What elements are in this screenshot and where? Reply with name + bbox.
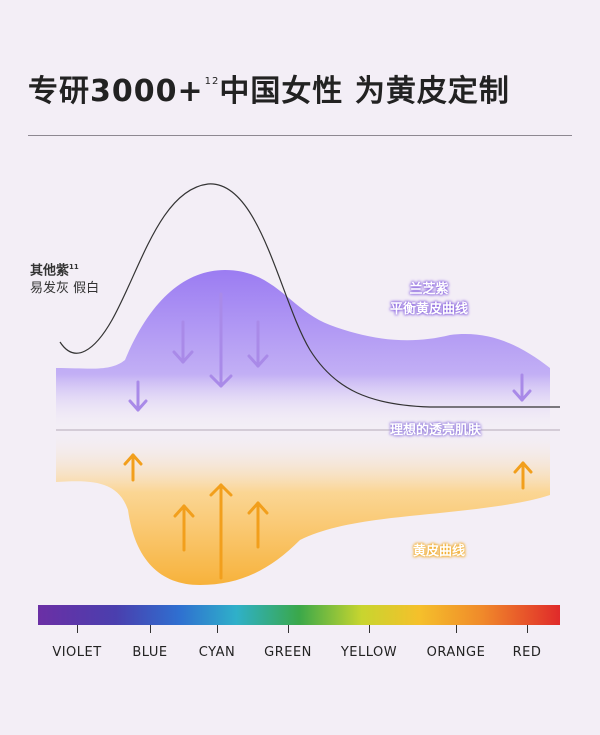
color-spectrum-bar	[38, 605, 560, 625]
spectrum-label-cyan: CYAN	[198, 645, 236, 660]
tick	[369, 625, 370, 633]
spectrum-label-blue: BLUE	[132, 645, 168, 660]
spectrum-label-green: GREEN	[264, 645, 312, 660]
tick	[77, 625, 78, 633]
yellow-skin-curve-area	[56, 430, 550, 585]
spectrum-ticks: VIOLET BLUE CYAN GREEN YELLOW ORANGE RED	[0, 625, 600, 665]
down-arrow-icon	[128, 292, 532, 412]
yellow-skin-label: 黄皮曲线	[413, 544, 466, 559]
tick	[527, 625, 528, 633]
title-divider	[28, 135, 572, 136]
spectrum-label-yellow: YELLOW	[340, 645, 398, 660]
ideal-skin-label: 理想的透亮肌肤	[390, 423, 482, 438]
title-footnote: 12	[204, 76, 220, 87]
up-arrow-icon	[123, 453, 533, 580]
purple-balanced-curve-area	[56, 270, 550, 430]
laneige-purple-label: 兰芝紫 平衡黄皮曲线	[390, 282, 469, 317]
tick	[150, 625, 151, 633]
page-title: 专研3000+12中国女性 为黄皮定制	[28, 74, 510, 109]
other-purple-label: 其他紫11 易发灰 假白	[30, 263, 100, 297]
spectrum-label-orange: ORANGE	[426, 645, 486, 660]
skin-curve-diagram	[56, 183, 560, 585]
spectrum-label-red: RED	[512, 645, 542, 660]
other-purple-curve	[59, 183, 560, 408]
spectrum-label-violet: VIOLET	[52, 645, 102, 660]
tick	[217, 625, 218, 633]
tick	[456, 625, 457, 633]
tick	[288, 625, 289, 633]
